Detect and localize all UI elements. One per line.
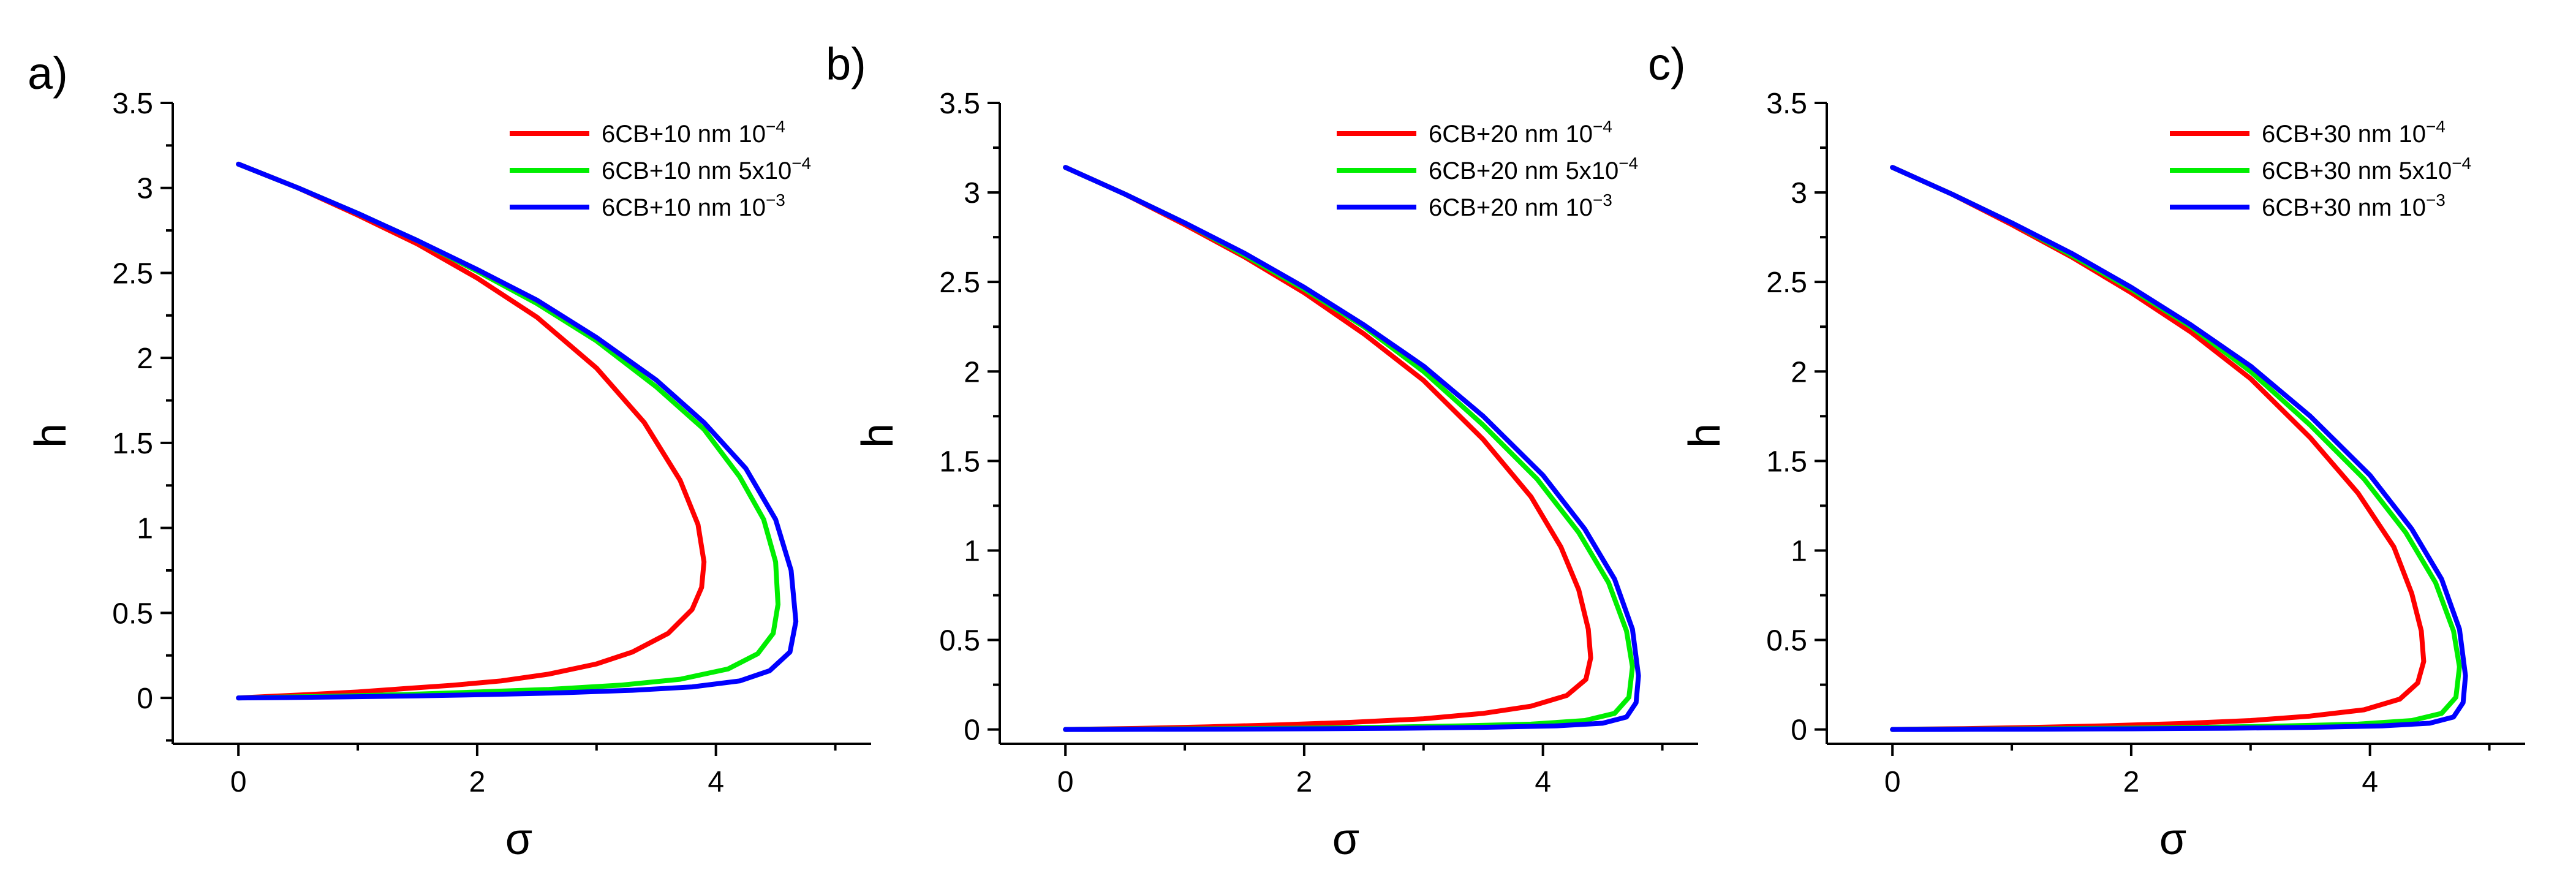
panel-label: a) — [28, 48, 68, 99]
legend-entry-exponent: −4 — [2426, 117, 2446, 136]
legend-entry-exponent: −3 — [1593, 191, 1612, 210]
x-axis-label: σ — [1332, 815, 1359, 864]
x-tick-label: 0 — [230, 766, 247, 798]
legend-entry: 6CB+20 nm 5x10−4 — [1429, 154, 1638, 184]
legend-entry-exponent: −4 — [1618, 154, 1638, 173]
x-tick-label: 2 — [469, 766, 486, 798]
y-tick-label: 3 — [1791, 177, 1807, 210]
x-axis-label: σ — [505, 815, 532, 864]
legend-entry: 6CB+10 nm 10−4 — [602, 117, 785, 148]
y-tick-label: 2 — [137, 342, 153, 375]
y-tick-label: 3.5 — [112, 88, 153, 120]
legend-entry-exponent: −4 — [791, 154, 811, 173]
y-tick-label: 3.5 — [939, 88, 980, 120]
legend-entry: 6CB+20 nm 10−4 — [1429, 117, 1612, 148]
y-tick-label: 0.5 — [1766, 625, 1807, 657]
series-line-2 — [1063, 165, 1641, 732]
y-tick-label: 0 — [1791, 714, 1807, 747]
y-tick-label: 1.5 — [939, 445, 980, 478]
legend-entry-exponent: −4 — [766, 117, 785, 136]
series-line-2 — [236, 161, 799, 701]
legend-entry-exponent: −4 — [1593, 117, 1612, 136]
x-tick-label: 2 — [1296, 766, 1313, 798]
series-line-2 — [1890, 165, 2468, 732]
x-axis-label: σ — [2159, 815, 2186, 864]
legend-entry-exponent: −4 — [2452, 154, 2471, 173]
legend-entry: 6CB+20 nm 10−3 — [1429, 191, 1612, 221]
legend-entry-text: 6CB+10 nm 10 — [602, 194, 766, 221]
y-tick-label: 2 — [1791, 356, 1807, 388]
series-line-1 — [1890, 165, 2462, 732]
y-tick-label: 0 — [964, 714, 980, 747]
legend-entry-text: 6CB+30 nm 5x10 — [2262, 157, 2452, 184]
legend-entry-text: 6CB+20 nm 5x10 — [1429, 157, 1618, 184]
y-tick-label: 2 — [964, 356, 980, 388]
y-tick-label: 1 — [1791, 535, 1807, 567]
y-axis-label: h — [26, 423, 75, 448]
x-tick-label: 4 — [708, 766, 724, 798]
legend-entry-text: 6CB+10 nm 5x10 — [602, 157, 791, 184]
y-tick-label: 3.5 — [1766, 88, 1807, 120]
panel-label: b) — [826, 39, 866, 89]
y-tick-label: 0.5 — [939, 625, 980, 657]
series-line-0 — [236, 161, 707, 701]
y-tick-label: 2.5 — [1766, 267, 1807, 299]
legend-entry-text: 6CB+30 nm 10 — [2262, 121, 2426, 148]
y-tick-label: 1 — [964, 535, 980, 567]
legend-entry: 6CB+30 nm 5x10−4 — [2262, 154, 2471, 184]
legend-entry-text: 6CB+10 nm 10 — [602, 121, 766, 148]
y-tick-label: 2.5 — [939, 267, 980, 299]
y-axis-label: h — [1680, 423, 1729, 448]
series-line-1 — [1063, 165, 1635, 732]
y-tick-label: 1.5 — [112, 428, 153, 460]
y-tick-label: 2.5 — [112, 257, 153, 290]
series-line-1 — [236, 161, 780, 701]
legend-entry: 6CB+30 nm 10−4 — [2262, 117, 2446, 148]
legend-entry-text: 6CB+30 nm 10 — [2262, 194, 2426, 221]
legend-entry-text: 6CB+20 nm 10 — [1429, 194, 1593, 221]
legend-entry: 6CB+10 nm 10−3 — [602, 191, 785, 221]
y-tick-label: 3 — [964, 177, 980, 210]
legend-entry-exponent: −3 — [2426, 191, 2446, 210]
y-tick-label: 0.5 — [112, 597, 153, 630]
legend-entry-text: 6CB+20 nm 10 — [1429, 121, 1593, 148]
y-axis-label: h — [853, 423, 902, 448]
y-tick-label: 3 — [137, 173, 153, 205]
series-line-0 — [1063, 165, 1593, 732]
x-tick-label: 4 — [1535, 766, 1551, 798]
legend-entry: 6CB+10 nm 5x10−4 — [602, 154, 811, 184]
y-tick-label: 1.5 — [1766, 445, 1807, 478]
x-tick-label: 0 — [1057, 766, 1074, 798]
y-tick-label: 1 — [137, 513, 153, 545]
x-tick-label: 0 — [1884, 766, 1901, 798]
panel-label: c) — [1648, 39, 1686, 89]
legend-entry: 6CB+30 nm 10−3 — [2262, 191, 2446, 221]
x-tick-label: 2 — [2123, 766, 2140, 798]
x-tick-label: 4 — [2362, 766, 2378, 798]
y-tick-label: 0 — [137, 683, 153, 715]
legend-entry-exponent: −3 — [766, 191, 785, 210]
